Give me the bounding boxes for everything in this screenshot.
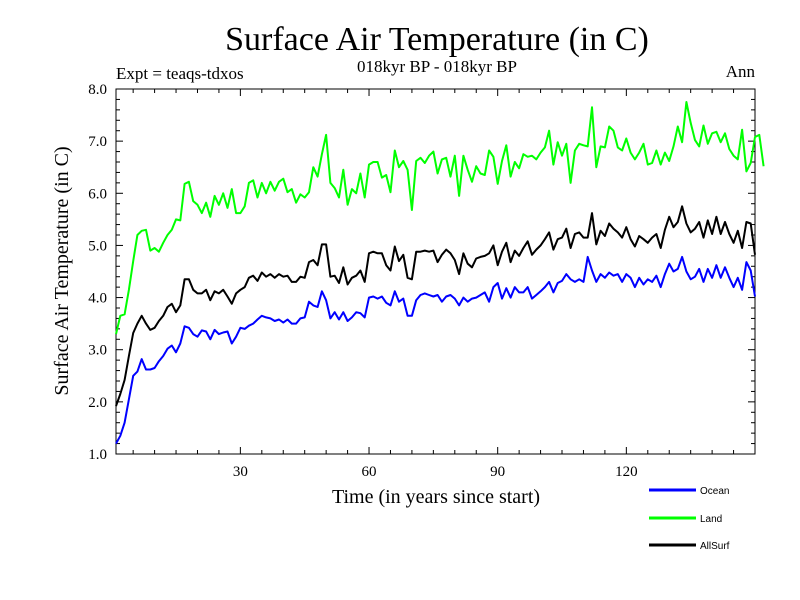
y-tick-label: 2.0 (88, 395, 107, 411)
expt-label: Expt = teaqs-tdxos (116, 64, 244, 83)
y-tick-label: 5.0 (88, 238, 107, 254)
legend-label-allsurf: AllSurf (700, 541, 730, 552)
chart-title: Surface Air Temperature (in C) (225, 21, 649, 58)
season-label: Ann (726, 62, 756, 81)
series-line-land (115, 101, 765, 335)
series-line-allsurf (115, 205, 756, 407)
plot-frame (115, 88, 756, 455)
legend: Ocean Land AllSurf (649, 486, 730, 552)
legend-label-land: Land (700, 514, 722, 525)
y-tick-label: 6.0 (88, 186, 107, 202)
x-axis-label: Time (in years since start) (332, 486, 540, 508)
y-tick-label: 1.0 (88, 447, 107, 463)
y-tick-label: 4.0 (88, 291, 107, 307)
y-tick-label: 7.0 (88, 134, 107, 150)
legend-label-ocean: Ocean (700, 486, 729, 497)
chart-subtitle: 018kyr BP - 018kyr BP (357, 57, 517, 76)
y-tick-label: 8.0 (88, 82, 107, 98)
x-tick-label: 60 (362, 464, 377, 480)
x-tick-labels: 30 60 90 120 (233, 464, 638, 480)
series-line-ocean (115, 255, 756, 445)
y-tick-labels: 1.0 2.0 3.0 4.0 5.0 6.0 7.0 8.0 (88, 82, 107, 463)
data-lines (115, 101, 765, 445)
x-tick-label: 120 (615, 464, 638, 480)
y-axis-label: Surface Air Temperature (in C) (51, 146, 73, 395)
y-tick-label: 3.0 (88, 343, 107, 359)
x-tick-label: 90 (490, 464, 505, 480)
axis-ticks (116, 88, 756, 455)
x-tick-label: 30 (233, 464, 248, 480)
